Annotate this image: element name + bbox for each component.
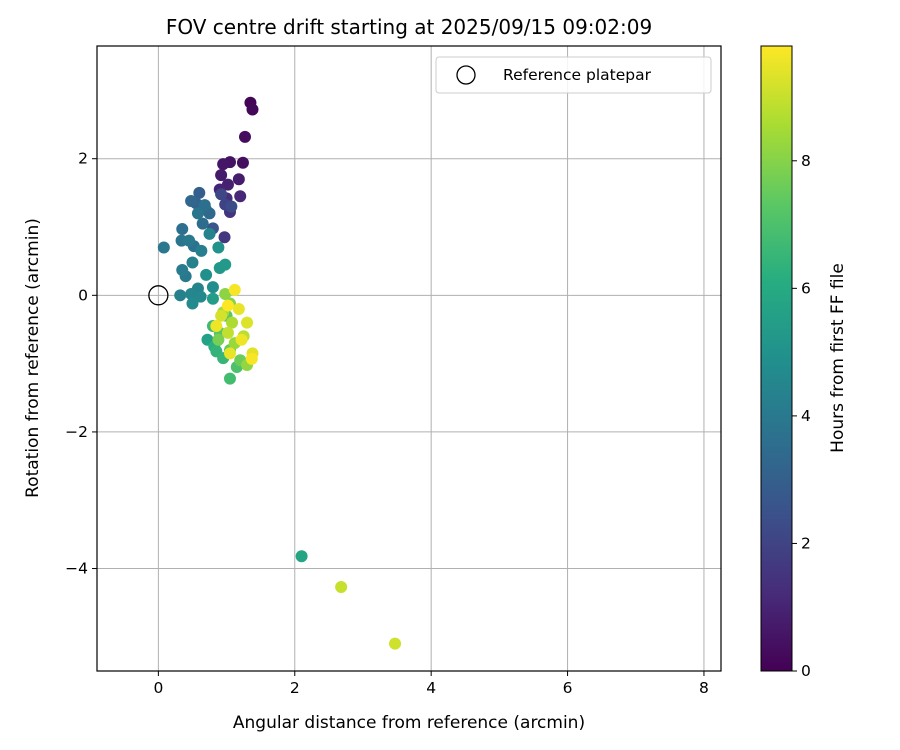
data-point — [200, 268, 213, 281]
data-point — [191, 207, 204, 220]
colorbar: 0 2 4 6 8 Hours from first FF file — [760, 45, 848, 680]
data-point — [174, 289, 187, 302]
data-point — [206, 292, 219, 305]
data-point — [295, 550, 308, 563]
data-point — [241, 316, 254, 329]
data-point — [221, 299, 234, 312]
y-axis-ticks: −4 −2 0 2 — [65, 150, 97, 578]
data-point — [232, 302, 245, 315]
data-point — [195, 244, 208, 257]
colorbar-gradient — [760, 45, 793, 672]
legend-box — [435, 56, 712, 94]
data-point — [234, 190, 247, 203]
grid-lines — [97, 46, 721, 671]
data-point — [228, 283, 241, 296]
data-point — [185, 195, 198, 208]
data-point — [225, 200, 238, 213]
data-point — [198, 199, 211, 212]
colorbar-tick-label: 6 — [801, 279, 811, 297]
data-point — [193, 186, 206, 199]
data-point — [176, 223, 189, 236]
chart-title: FOV centre drift starting at 2025/09/15 … — [166, 15, 652, 39]
y-tick-label: −4 — [65, 560, 88, 578]
legend-marker-reference — [456, 65, 476, 85]
data-point — [226, 316, 239, 329]
data-point — [215, 188, 228, 201]
y-axis-label: Rotation from reference (arcmin) — [23, 218, 43, 498]
y-tick-label: 2 — [78, 150, 88, 168]
data-point — [206, 281, 219, 294]
scatter-points — [148, 96, 402, 650]
data-point — [219, 258, 232, 271]
data-point — [194, 290, 207, 303]
data-point — [223, 347, 236, 360]
plot-frame — [96, 45, 722, 672]
data-point — [176, 264, 189, 277]
colorbar-tick-label: 4 — [801, 407, 811, 425]
legend: Reference platepar — [435, 56, 712, 94]
data-point — [238, 130, 251, 143]
data-point — [186, 297, 199, 310]
data-point — [203, 227, 216, 240]
data-point — [183, 234, 196, 247]
data-point — [236, 156, 249, 169]
data-point — [157, 241, 170, 254]
data-point — [210, 320, 223, 333]
data-point — [221, 326, 234, 339]
y-tick-label: 0 — [78, 286, 88, 304]
data-point — [218, 231, 231, 244]
data-point — [219, 287, 232, 300]
data-point — [335, 580, 348, 593]
x-axis-label: Angular distance from reference (arcmin) — [233, 713, 585, 733]
y-tick-label: −2 — [65, 423, 88, 441]
data-point — [223, 372, 236, 385]
x-tick-label: 4 — [426, 679, 436, 697]
data-point — [185, 287, 198, 300]
x-tick-label: 8 — [699, 679, 709, 697]
colorbar-ticks: 0 2 4 6 8 — [792, 152, 811, 680]
colorbar-tick-label: 0 — [801, 662, 811, 680]
data-point — [212, 241, 225, 254]
data-point — [245, 352, 258, 365]
x-tick-label: 0 — [153, 679, 163, 697]
data-point — [215, 309, 228, 322]
data-point — [186, 256, 199, 269]
data-point — [246, 103, 259, 116]
x-tick-label: 2 — [290, 679, 300, 697]
colorbar-tick-label: 2 — [801, 534, 811, 552]
colorbar-tick-label: 8 — [801, 152, 811, 170]
reference-platepar-marker — [148, 285, 169, 306]
data-point — [235, 333, 248, 346]
data-point — [196, 217, 209, 230]
data-point — [212, 333, 225, 346]
data-point — [215, 169, 228, 182]
data-point — [217, 158, 230, 171]
data-point — [232, 173, 245, 186]
x-tick-label: 6 — [563, 679, 573, 697]
data-point — [389, 637, 402, 650]
colorbar-label: Hours from first FF file — [828, 263, 848, 453]
legend-label: Reference platepar — [503, 66, 652, 84]
x-axis-ticks: 0 2 4 6 8 — [153, 671, 709, 697]
